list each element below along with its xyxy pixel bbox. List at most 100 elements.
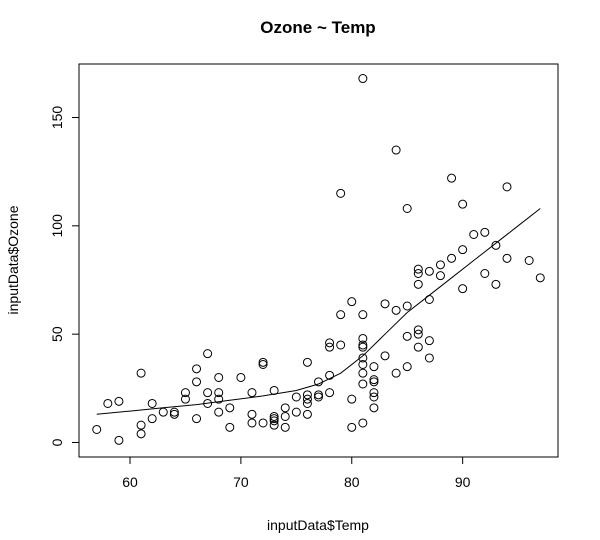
data-point: [269, 411, 279, 421]
data-point: [424, 353, 434, 363]
data-point: [347, 394, 357, 404]
data-point: [447, 253, 457, 263]
data-point: [524, 256, 534, 265]
data-point: [325, 342, 335, 352]
data-point: [480, 268, 490, 278]
data-point: [347, 422, 357, 432]
data-point: [336, 340, 346, 350]
data-point: [358, 379, 368, 389]
data-point: [169, 407, 179, 417]
x-tick-label: 60: [122, 474, 138, 490]
data-point: [180, 388, 190, 398]
data-point: [302, 394, 312, 404]
data-point: [424, 336, 434, 346]
data-point: [136, 368, 146, 378]
data-point: [413, 325, 423, 335]
x-axis-label: inputData$Temp: [267, 517, 369, 533]
data-point: [491, 279, 501, 289]
data-point: [103, 398, 113, 408]
data-point: [458, 199, 468, 209]
y-axis: 0 50 100 150: [49, 106, 80, 446]
data-point: [402, 331, 412, 341]
data-point: [358, 418, 368, 428]
data-point: [302, 390, 312, 400]
data-point: [269, 416, 279, 426]
data-point: [447, 173, 457, 183]
x-tick-label: 80: [344, 474, 360, 490]
data-point: [402, 362, 412, 372]
data-points: [92, 74, 545, 445]
data-point: [225, 403, 235, 413]
data-point: [413, 268, 423, 278]
y-axis-label: inputData$Ozone: [5, 205, 21, 314]
chart-title: Ozone ~ Temp: [260, 18, 375, 37]
data-point: [180, 394, 190, 404]
data-point: [469, 230, 479, 240]
data-point: [247, 409, 257, 419]
data-point: [358, 333, 368, 343]
data-point: [302, 409, 312, 419]
data-point: [358, 310, 368, 320]
data-point: [203, 349, 213, 359]
data-point: [169, 409, 179, 419]
x-tick-label: 90: [455, 474, 471, 490]
data-point: [413, 279, 423, 289]
data-point: [225, 422, 235, 432]
data-point: [347, 297, 357, 307]
data-point: [302, 357, 312, 367]
data-point: [214, 388, 224, 398]
data-point: [413, 264, 423, 274]
data-point: [502, 253, 512, 263]
data-point: [302, 398, 312, 408]
data-point: [325, 370, 335, 380]
data-point: [203, 388, 213, 398]
data-point: [236, 372, 246, 382]
data-point: [458, 245, 468, 255]
data-point: [535, 273, 545, 283]
data-point: [435, 271, 445, 281]
data-point: [114, 435, 124, 445]
data-point: [502, 182, 512, 192]
data-point: [369, 375, 379, 385]
data-point: [136, 429, 146, 439]
y-tick-label: 100: [49, 214, 65, 238]
data-point: [258, 357, 268, 367]
data-point: [413, 342, 423, 352]
data-point: [192, 364, 202, 374]
data-point: [369, 392, 379, 402]
data-point: [424, 294, 434, 304]
data-point: [214, 407, 224, 417]
data-point: [280, 403, 290, 413]
data-point: [369, 388, 379, 398]
data-point: [147, 414, 157, 424]
x-axis: 60 70 80 90: [122, 456, 471, 490]
data-point: [391, 368, 401, 378]
data-point: [314, 390, 323, 400]
data-point: [391, 305, 401, 315]
x-tick-label: 70: [233, 474, 249, 490]
data-point: [369, 377, 379, 387]
data-point: [214, 372, 224, 382]
data-point: [291, 407, 301, 417]
data-point: [402, 204, 412, 214]
y-tick-label: 50: [49, 326, 65, 342]
data-point: [247, 388, 257, 398]
data-point: [480, 227, 490, 237]
data-point: [325, 338, 335, 348]
y-tick-label: 0: [49, 438, 65, 446]
data-point: [325, 388, 335, 398]
smooth-line: [96, 208, 541, 415]
data-point: [358, 353, 368, 363]
data-point: [158, 407, 168, 417]
data-point: [458, 284, 468, 294]
data-point: [291, 392, 301, 402]
data-point: [380, 299, 390, 309]
data-point: [336, 188, 346, 198]
data-point: [358, 74, 368, 84]
data-point: [358, 359, 368, 369]
data-point: [192, 377, 202, 387]
data-point: [358, 368, 368, 378]
data-point: [402, 301, 412, 311]
data-point: [247, 418, 257, 428]
